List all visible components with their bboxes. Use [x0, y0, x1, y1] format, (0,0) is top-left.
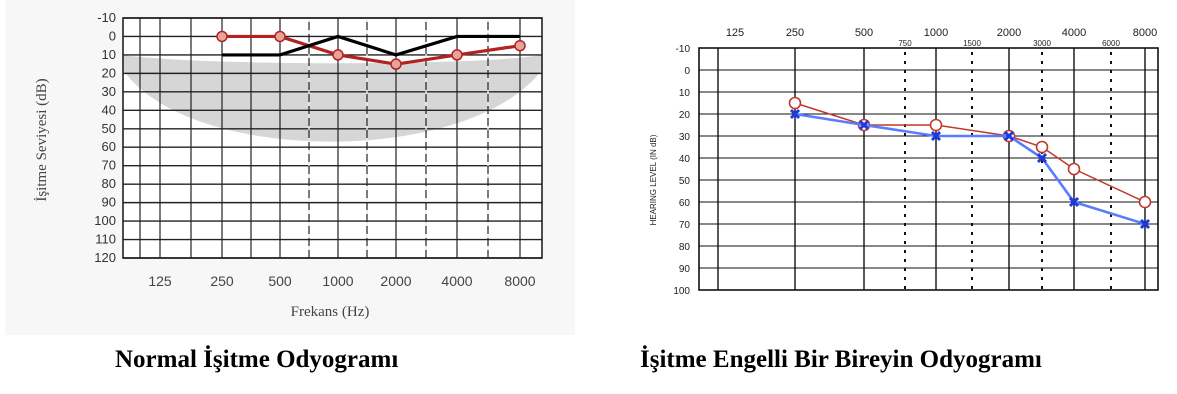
data-point: [390, 58, 402, 70]
data-point: [1138, 195, 1152, 209]
y-tick-label: 90: [679, 264, 691, 275]
data-point: [274, 30, 286, 43]
y-tick-label: 80: [102, 176, 116, 191]
series-line-1: [222, 34, 521, 66]
y-axis-label: İşitme Seviyesi (dB): [34, 78, 50, 201]
y-tick-label: -10: [676, 44, 691, 55]
y-tick-label: 50: [679, 176, 691, 187]
x-tick-label: 125: [726, 27, 744, 39]
y-tick-label: 0: [109, 28, 116, 43]
data-point: [788, 96, 802, 110]
y-axis-label: HEARING LEVEL (IN dB): [649, 134, 658, 225]
y-tick-label: 110: [95, 232, 116, 247]
x-tick-label: 2000: [997, 27, 1021, 39]
y-tick-label: 40: [679, 154, 691, 165]
y-tick-label: 60: [679, 198, 691, 209]
x-tick-label: 125: [148, 273, 172, 289]
data-point: [1035, 140, 1049, 154]
y-tick-label: 80: [679, 242, 691, 253]
y-tick-label: 30: [102, 84, 116, 99]
y-tick-label: 100: [94, 213, 116, 228]
y-tick-label: 70: [102, 158, 116, 173]
y-tick-label: -10: [97, 10, 116, 25]
x-minor-tick-label: 6000: [1102, 39, 1120, 48]
data-point: [1003, 130, 1015, 142]
data-point: [216, 30, 228, 43]
y-tick-label: 100: [673, 286, 690, 297]
data-point: [929, 118, 943, 132]
y-tick-label: 120: [94, 250, 116, 265]
x-minor-tick-label: 3000: [1033, 39, 1051, 48]
data-point: [451, 49, 463, 61]
y-tick-label: 30: [679, 132, 691, 143]
series-line-2: [222, 34, 520, 57]
data-point: [1068, 196, 1080, 208]
y-tick-label: 40: [102, 102, 116, 117]
plot-area: [699, 48, 1158, 290]
data-point: [930, 130, 942, 142]
data-point: [789, 108, 801, 120]
data-point: [1067, 162, 1081, 176]
x-minor-tick-label: 750: [898, 39, 912, 48]
normal-range-band: [123, 54, 542, 142]
normal-audiogram-panel: -10 0 10 20 30 40 50 60 70 80 90 100 110 120 125 250 500…: [0, 0, 580, 340]
y-tick-label: 20: [102, 65, 116, 80]
x-tick-label: 8000: [504, 273, 535, 289]
y-tick-label: 70: [679, 220, 691, 231]
normal-audiogram-chart: -10 0 10 20 30 40 50 60 70 80 90 100 110 120 125 250 500…: [5, 0, 575, 335]
impaired-audiogram-panel: -10 0 10 20 30 40 50 60 70 80 90 100 125 250 500 1000 20…: [612, 0, 1177, 340]
x-tick-label: 250: [786, 27, 804, 39]
y-tick-label: 10: [102, 47, 116, 62]
y-tick-label: 20: [679, 110, 691, 121]
x-tick-label: 2000: [380, 273, 411, 289]
data-point: [1139, 218, 1151, 230]
x-tick-label: 250: [210, 273, 234, 289]
data-point: [858, 119, 870, 131]
x-tick-label: 4000: [441, 273, 472, 289]
normal-audiogram-caption: Normal İşitme Odyogramı: [115, 346, 399, 373]
x-tick-label: 500: [855, 27, 873, 39]
data-point: [514, 39, 526, 52]
data-point: [332, 49, 344, 61]
x-axis-label: Frekans (Hz): [291, 304, 370, 320]
x-tick-label: 1000: [924, 27, 948, 39]
y-tick-label: 10: [679, 88, 691, 99]
x-minor-tick-label: 1500: [963, 39, 981, 48]
y-tick-label: 0: [684, 66, 690, 77]
y-tick-label: 60: [102, 139, 116, 154]
plot-border: [698, 47, 1159, 291]
x-tick-label: 8000: [1133, 27, 1157, 39]
y-tick-label: 90: [102, 195, 116, 210]
impaired-audiogram-chart: -10 0 10 20 30 40 50 60 70 80 90 100 125 250 500 1000 20…: [649, 27, 1159, 297]
plot-border: [122, 17, 543, 259]
impaired-audiogram-caption: İşitme Engelli Bir Bireyin Odyogramı: [640, 346, 1042, 373]
x-tick-label: 1000: [322, 273, 353, 289]
data-point: [1036, 152, 1048, 164]
x-tick-label: 500: [268, 273, 292, 289]
x-tick-label: 4000: [1062, 27, 1086, 39]
y-tick-label: 50: [102, 121, 116, 136]
